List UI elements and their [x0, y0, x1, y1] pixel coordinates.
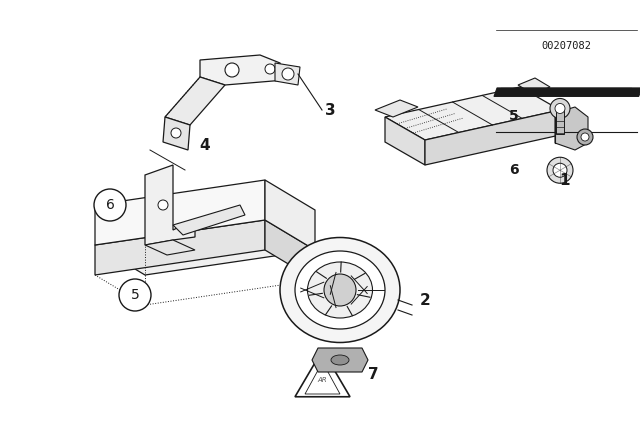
- Polygon shape: [265, 180, 315, 250]
- Text: 5: 5: [509, 109, 518, 124]
- Polygon shape: [385, 87, 560, 140]
- Circle shape: [282, 68, 294, 80]
- Text: 2: 2: [420, 293, 431, 307]
- Text: AR: AR: [317, 377, 327, 383]
- Polygon shape: [95, 180, 265, 245]
- Polygon shape: [385, 117, 425, 165]
- Polygon shape: [518, 78, 550, 94]
- Polygon shape: [173, 205, 245, 235]
- Polygon shape: [165, 77, 225, 125]
- Polygon shape: [312, 348, 368, 372]
- Circle shape: [94, 189, 126, 221]
- Bar: [556, 108, 564, 134]
- Polygon shape: [494, 88, 640, 96]
- Circle shape: [581, 133, 589, 141]
- Polygon shape: [425, 110, 560, 165]
- Polygon shape: [555, 107, 588, 150]
- Circle shape: [547, 157, 573, 183]
- Circle shape: [265, 64, 275, 74]
- Text: 1: 1: [560, 172, 570, 188]
- Circle shape: [553, 163, 567, 177]
- Ellipse shape: [295, 251, 385, 329]
- Polygon shape: [494, 88, 639, 96]
- Polygon shape: [375, 100, 418, 117]
- Circle shape: [171, 128, 181, 138]
- Circle shape: [158, 200, 168, 210]
- Circle shape: [225, 63, 239, 77]
- Circle shape: [119, 279, 151, 311]
- Polygon shape: [305, 362, 340, 394]
- Polygon shape: [95, 220, 265, 275]
- Text: 6: 6: [106, 198, 115, 212]
- Text: 4: 4: [200, 138, 211, 152]
- Text: 5: 5: [131, 288, 140, 302]
- Text: 3: 3: [325, 103, 335, 117]
- Ellipse shape: [280, 237, 400, 343]
- Polygon shape: [265, 220, 315, 280]
- Circle shape: [324, 274, 356, 306]
- Text: 7: 7: [368, 367, 379, 382]
- Text: 6: 6: [509, 163, 518, 177]
- Polygon shape: [163, 117, 190, 150]
- Polygon shape: [145, 240, 195, 255]
- Circle shape: [550, 99, 570, 118]
- Polygon shape: [95, 220, 315, 275]
- Circle shape: [577, 129, 593, 145]
- Polygon shape: [145, 165, 195, 245]
- Text: 00207082: 00207082: [541, 41, 591, 51]
- Ellipse shape: [307, 262, 372, 318]
- Circle shape: [555, 103, 565, 113]
- Polygon shape: [200, 55, 285, 85]
- Polygon shape: [275, 63, 300, 85]
- Ellipse shape: [331, 355, 349, 365]
- Polygon shape: [295, 350, 350, 397]
